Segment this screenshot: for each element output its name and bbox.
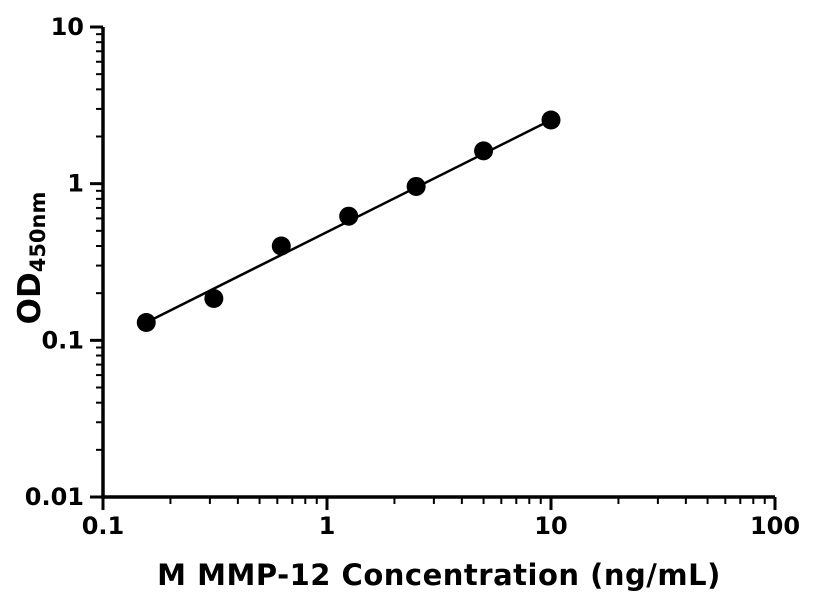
x-axis-title: M MMP-12 Concentration (ng/mL): [157, 558, 721, 592]
y-axis-title-main: OD: [12, 272, 48, 325]
y-tick-label: 0.1: [41, 326, 84, 354]
data-point-marker: [474, 141, 494, 161]
y-axis-title: OD450nm: [8, 98, 52, 418]
data-point-marker: [339, 206, 359, 226]
x-tick-label: 1: [319, 512, 336, 540]
y-tick-label: 1: [67, 170, 84, 198]
data-point-marker: [204, 288, 224, 308]
y-axis-title-subscript: 450nm: [26, 191, 50, 273]
x-tick-label: 10: [534, 512, 567, 540]
data-point-marker: [271, 236, 291, 256]
y-tick-label: 10: [51, 13, 84, 41]
y-tick-label: 0.01: [25, 483, 84, 511]
data-point-marker: [541, 110, 561, 130]
x-tick-label: 100: [750, 512, 800, 540]
data-point-marker: [136, 312, 156, 332]
x-tick-label: 0.1: [82, 512, 125, 540]
data-point-marker: [406, 176, 426, 196]
